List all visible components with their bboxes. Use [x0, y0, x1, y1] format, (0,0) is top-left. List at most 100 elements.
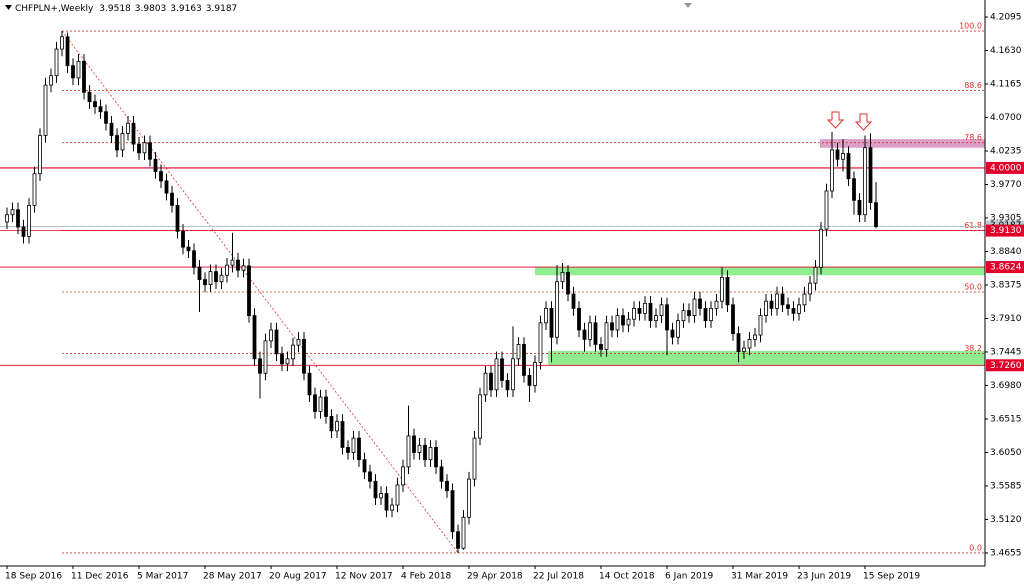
candle-body: [775, 293, 779, 309]
candle-body: [142, 142, 147, 154]
x-tick-label: 23 Jun 2019: [797, 572, 851, 582]
candle-body: [654, 315, 658, 322]
candle-body: [797, 304, 801, 314]
candle-body: [395, 484, 400, 506]
candle-body: [813, 266, 818, 284]
x-tick-label: 22 Jul 2018: [533, 572, 584, 582]
candle-body: [170, 192, 174, 206]
candle-body: [533, 362, 537, 386]
candle-body: [665, 304, 669, 331]
candle-body: [571, 293, 576, 309]
candle-body: [428, 447, 433, 461]
candle-body: [494, 358, 499, 391]
candle-body: [582, 329, 587, 340]
candle-body: [274, 329, 279, 355]
chart-title: CHFPLN+,Weekly: [15, 4, 94, 14]
x-tick-label: 5 Mar 2017: [137, 572, 188, 582]
candle-body: [379, 493, 383, 499]
candle-body: [346, 447, 350, 453]
fib-label: 61.8: [964, 221, 982, 230]
candle-body: [263, 340, 268, 374]
price-label-box: [986, 224, 1024, 237]
candle-body: [362, 459, 367, 473]
candle-body: [357, 437, 361, 461]
close-value: 3.9187: [206, 4, 238, 14]
candle-body: [241, 265, 246, 271]
candle-body: [307, 372, 312, 396]
candle-body: [450, 490, 455, 533]
y-tick-label: 3.6515: [990, 414, 1022, 424]
candle-body: [758, 315, 763, 336]
candle-body: [830, 149, 834, 192]
y-tick-label: 3.5120: [990, 515, 1022, 525]
candle-body: [175, 204, 180, 232]
candle-body: [159, 171, 163, 182]
candle-body: [76, 60, 81, 79]
candle-body: [214, 271, 218, 283]
fib-label: 88.6: [964, 81, 982, 90]
candle-body: [82, 60, 86, 93]
candle-body: [423, 444, 427, 461]
candle-body: [621, 315, 625, 326]
candle-body: [687, 310, 691, 316]
fib-label: 100.0: [959, 22, 982, 31]
candle-body: [731, 304, 735, 335]
candle-body: [670, 329, 675, 338]
candle-body: [742, 347, 746, 353]
candle-body: [780, 293, 785, 306]
candle-body: [5, 214, 9, 223]
candle-body: [335, 421, 339, 432]
y-tick-label: 4.0235: [990, 146, 1022, 156]
arrow-marker: [826, 111, 845, 129]
candle-body: [280, 353, 284, 365]
candle-body: [197, 266, 202, 280]
y-tick-label: 3.8840: [990, 247, 1022, 257]
x-tick-label: 31 Mar 2019: [731, 572, 788, 582]
y-tick-label: 3.5585: [990, 481, 1022, 491]
candle-body: [313, 394, 317, 412]
candle-body: [71, 65, 75, 79]
candle-body: [49, 75, 53, 86]
fib-label: 38.2: [964, 344, 982, 353]
fib-label: 78.6: [964, 133, 982, 142]
candle-body: [38, 135, 42, 175]
candle-body: [104, 111, 108, 124]
candle-body: [709, 307, 713, 322]
zone: [535, 267, 985, 276]
candle-body: [417, 444, 422, 453]
candle-body: [753, 334, 757, 340]
price-label-box: [986, 261, 1024, 274]
candle-body: [819, 228, 823, 268]
candle-body: [632, 307, 636, 320]
candle-body: [555, 281, 559, 338]
candle-body: [373, 480, 378, 499]
candle-body: [747, 338, 752, 349]
candle-body: [115, 135, 119, 151]
candle-body: [126, 122, 130, 134]
price-label-box: [986, 359, 1024, 372]
candle-body: [131, 122, 136, 145]
chart-header: CHFPLN+,Weekly 3.9518 3.9803 3.9163 3.9187: [15, 4, 237, 14]
candle-body: [296, 338, 301, 346]
candle-body: [472, 437, 477, 480]
candle-body: [87, 91, 92, 103]
candle-body: [21, 226, 26, 237]
candle-body: [802, 293, 807, 306]
candle-body: [340, 421, 345, 448]
candle-body: [527, 374, 532, 386]
candle-body: [384, 493, 389, 511]
candle-body: [698, 298, 702, 309]
x-tick-label: 11 Dec 2016: [71, 572, 129, 582]
candle-body: [544, 307, 548, 324]
candle-body: [109, 122, 114, 136]
y-tick-label: 3.7445: [990, 347, 1022, 357]
candle-body: [329, 416, 334, 432]
candle-body: [439, 466, 444, 482]
candle-body: [676, 320, 680, 338]
fib-label: 50.0: [964, 282, 982, 291]
candle-body: [368, 471, 372, 482]
fib-label: 0.0: [969, 543, 982, 552]
zone: [548, 350, 985, 366]
